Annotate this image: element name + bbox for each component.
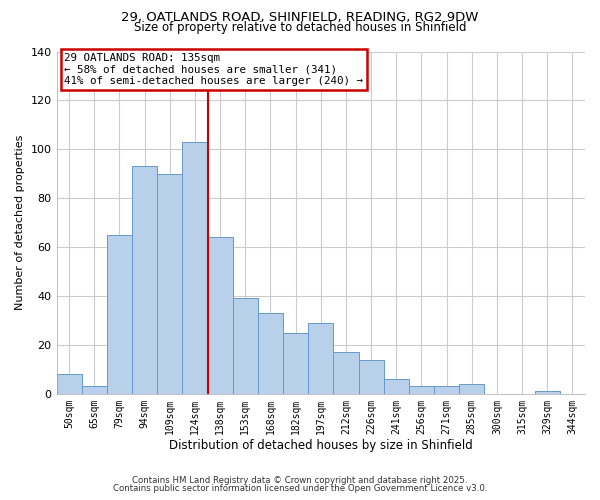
Bar [383,379,409,394]
Text: Contains public sector information licensed under the Open Government Licence v3: Contains public sector information licen… [113,484,487,493]
Text: 29 OATLANDS ROAD: 135sqm
← 58% of detached houses are smaller (341)
41% of semi-: 29 OATLANDS ROAD: 135sqm ← 58% of detach… [64,53,364,86]
Y-axis label: Number of detached properties: Number of detached properties [15,135,25,310]
Text: Size of property relative to detached houses in Shinfield: Size of property relative to detached ho… [134,21,466,34]
Bar [107,235,132,394]
Bar [56,374,82,394]
Bar [459,384,484,394]
Bar [157,174,182,394]
Bar [359,360,383,394]
Bar [308,323,334,394]
Bar [132,166,157,394]
Bar [258,313,283,394]
Bar [208,238,233,394]
X-axis label: Distribution of detached houses by size in Shinfield: Distribution of detached houses by size … [169,440,473,452]
Bar [409,386,434,394]
Bar [82,386,107,394]
Bar [334,352,359,394]
Bar [434,386,459,394]
Bar [283,332,308,394]
Bar [182,142,208,394]
Text: 29, OATLANDS ROAD, SHINFIELD, READING, RG2 9DW: 29, OATLANDS ROAD, SHINFIELD, READING, R… [121,11,479,24]
Bar [233,298,258,394]
Bar [535,392,560,394]
Text: Contains HM Land Registry data © Crown copyright and database right 2025.: Contains HM Land Registry data © Crown c… [132,476,468,485]
